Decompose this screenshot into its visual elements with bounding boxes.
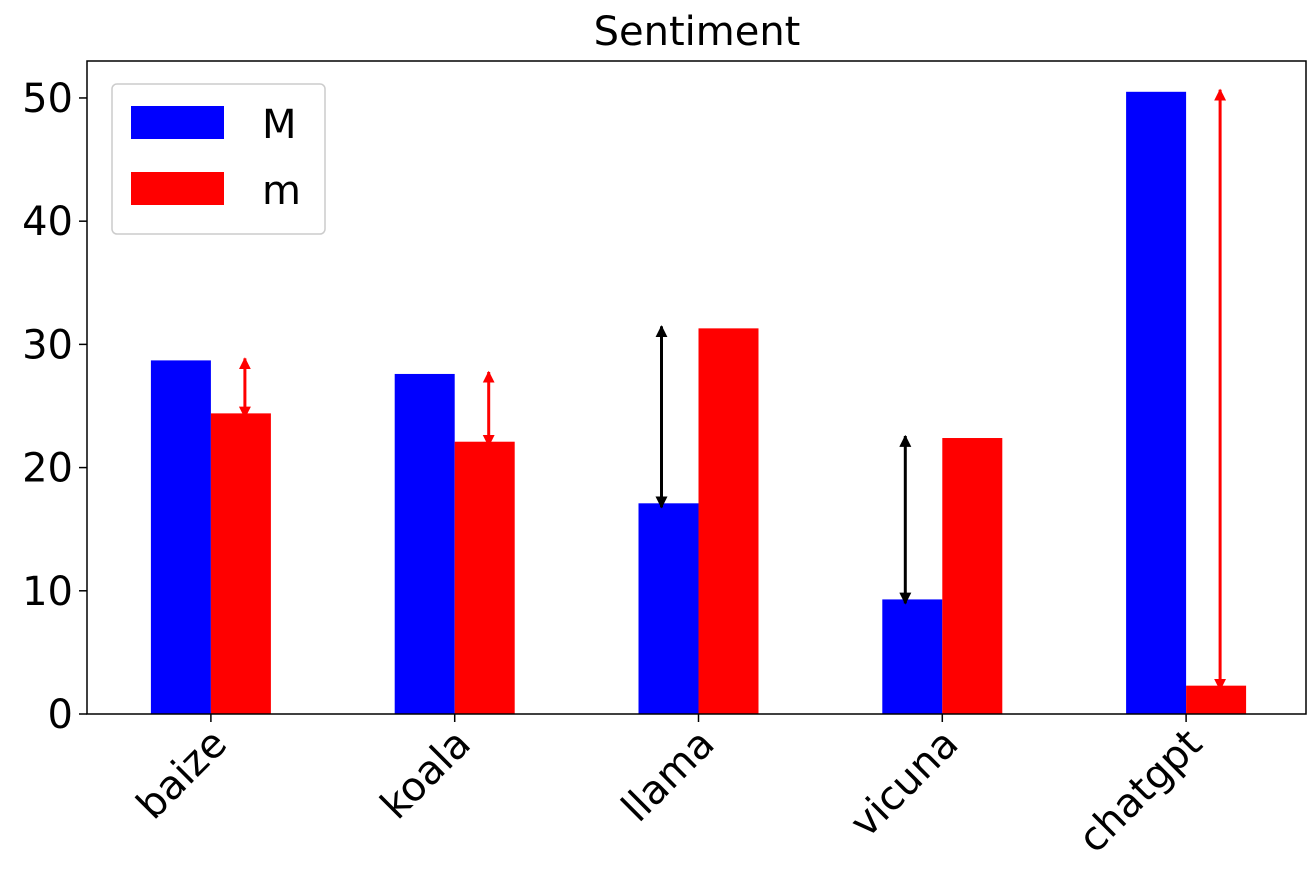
y-tick-label-30: 30 xyxy=(22,322,73,368)
x-tick-label-koala: koala xyxy=(372,721,480,829)
y-tick-label-50: 50 xyxy=(22,76,73,122)
y-tick-label-10: 10 xyxy=(22,569,73,615)
bar-M-chatgpt xyxy=(1126,91,1187,715)
legend-swatch-m xyxy=(131,172,224,205)
x-tick-label-baize: baize xyxy=(128,721,236,829)
axes-frame xyxy=(86,60,1307,715)
x-tick-label-vicuna: vicuna xyxy=(842,721,968,847)
bar-m-llama xyxy=(698,328,759,714)
bar-m-koala xyxy=(454,441,515,714)
bar-M-llama xyxy=(638,503,699,714)
x-tick-label-llama: llama xyxy=(613,721,723,831)
x-tick-label-chatgpt: chatgpt xyxy=(1070,721,1211,862)
y-tick-label-20: 20 xyxy=(22,446,73,492)
bar-m-chatgpt xyxy=(1186,685,1247,714)
bar-m-baize xyxy=(210,413,271,714)
bar-M-vicuna xyxy=(882,599,943,714)
bar-m-vicuna xyxy=(942,438,1003,714)
bar-M-koala xyxy=(394,373,455,714)
plot-area: 0 10 20 30 40 50 baize koala llama vicuna chatgpt M… xyxy=(22,60,1307,862)
y-tick-label-40: 40 xyxy=(22,199,73,245)
legend-label-m: m xyxy=(262,168,301,214)
y-tick-label-0: 0 xyxy=(48,692,73,738)
bar-M-baize xyxy=(150,360,211,714)
legend-swatch-M xyxy=(131,106,224,139)
legend-label-M: M xyxy=(262,102,297,148)
legend: Mm xyxy=(111,83,326,235)
chart-title: Sentiment xyxy=(594,9,801,55)
